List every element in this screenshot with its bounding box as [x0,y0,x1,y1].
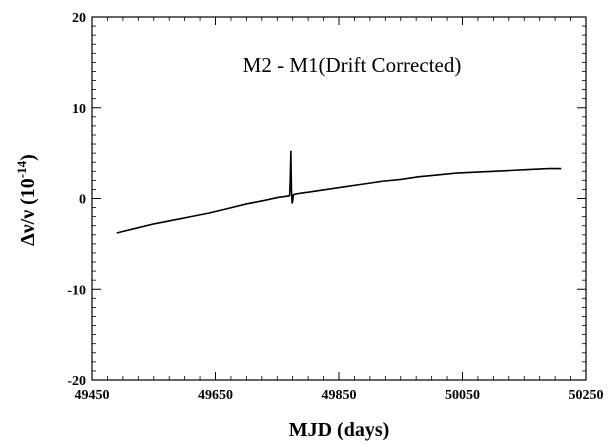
y-axis-label-exponent: -14 [14,160,29,178]
x-tick-label: 49450 [75,388,110,403]
x-tick-label: 49850 [322,388,357,403]
x-ticks: 49450 49650 49850 50050 50250 [75,17,604,403]
y-tick-label: 20 [72,11,86,26]
x-axis-label: MJD (days) [289,419,390,441]
y-axis-label: Δν/ν (10-14) [14,154,39,246]
y-ticks: -20 -10 0 10 20 [67,11,586,389]
x-tick-label: 50050 [445,388,480,403]
series-line [116,150,562,234]
chart-title: M2 - M1(Drift Corrected) [243,53,462,77]
y-tick-label: -10 [67,283,86,298]
series-layer [116,150,562,234]
y-axis-label-close: ) [17,154,39,161]
y-tick-label: 0 [79,193,86,208]
x-tick-label: 50250 [569,388,604,403]
x-tick-label: 49650 [198,388,233,403]
y-tick-label: -20 [67,374,86,389]
y-axis-label-main: Δν/ν (10 [17,178,39,246]
y-tick-label: 10 [72,102,86,117]
